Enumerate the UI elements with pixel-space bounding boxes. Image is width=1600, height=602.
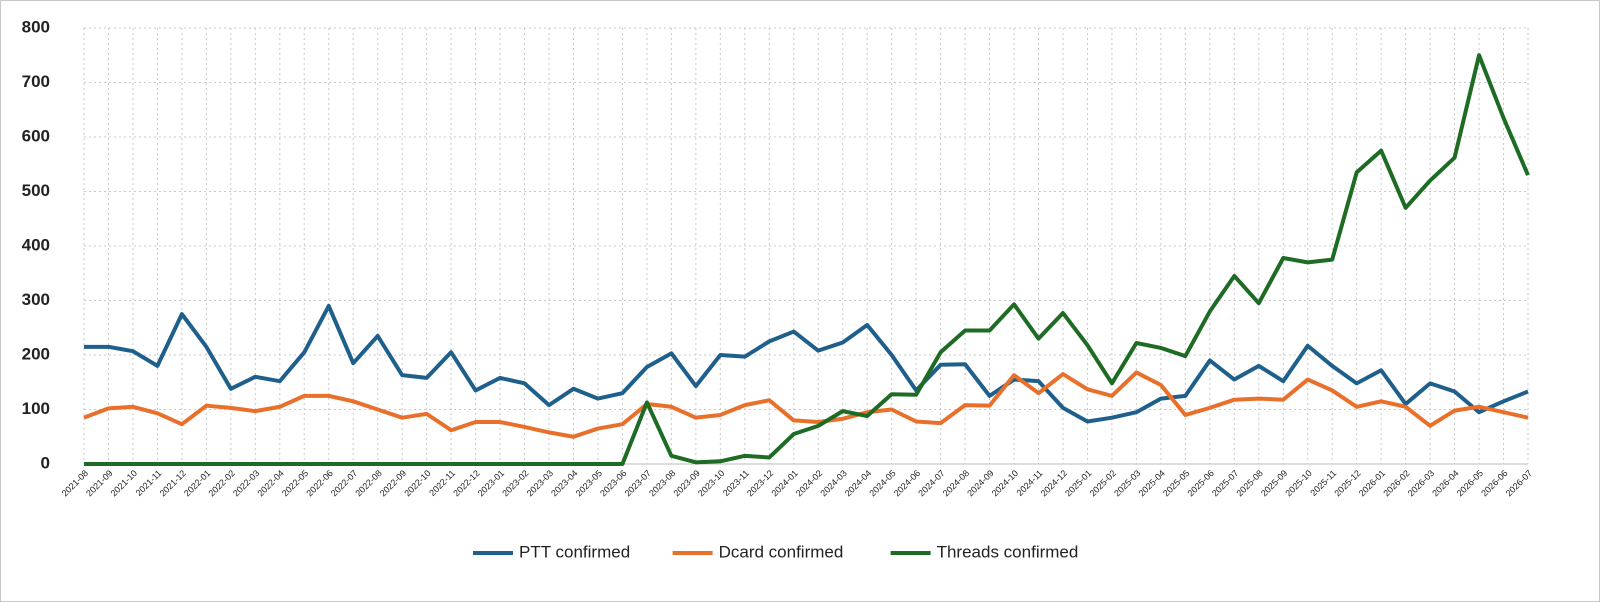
y-tick-label: 600: [22, 126, 50, 145]
legend-label: PTT confirmed: [519, 542, 630, 561]
y-tick-label: 400: [22, 235, 50, 254]
series-line: [84, 303, 1529, 424]
y-tick-label: 700: [22, 72, 50, 91]
y-tick-label: 800: [22, 17, 50, 36]
y-tick-label: 500: [22, 181, 50, 200]
legend-label: Threads confirmed: [937, 542, 1079, 561]
y-tick-label: 300: [22, 290, 50, 309]
series-line: [84, 53, 1530, 466]
legend-label: Dcard confirmed: [719, 542, 844, 561]
y-tick-label: 100: [22, 399, 50, 418]
y-tick-label: 200: [22, 344, 50, 363]
series-line: [83, 370, 1529, 439]
y-tick-label: 0: [41, 453, 50, 472]
